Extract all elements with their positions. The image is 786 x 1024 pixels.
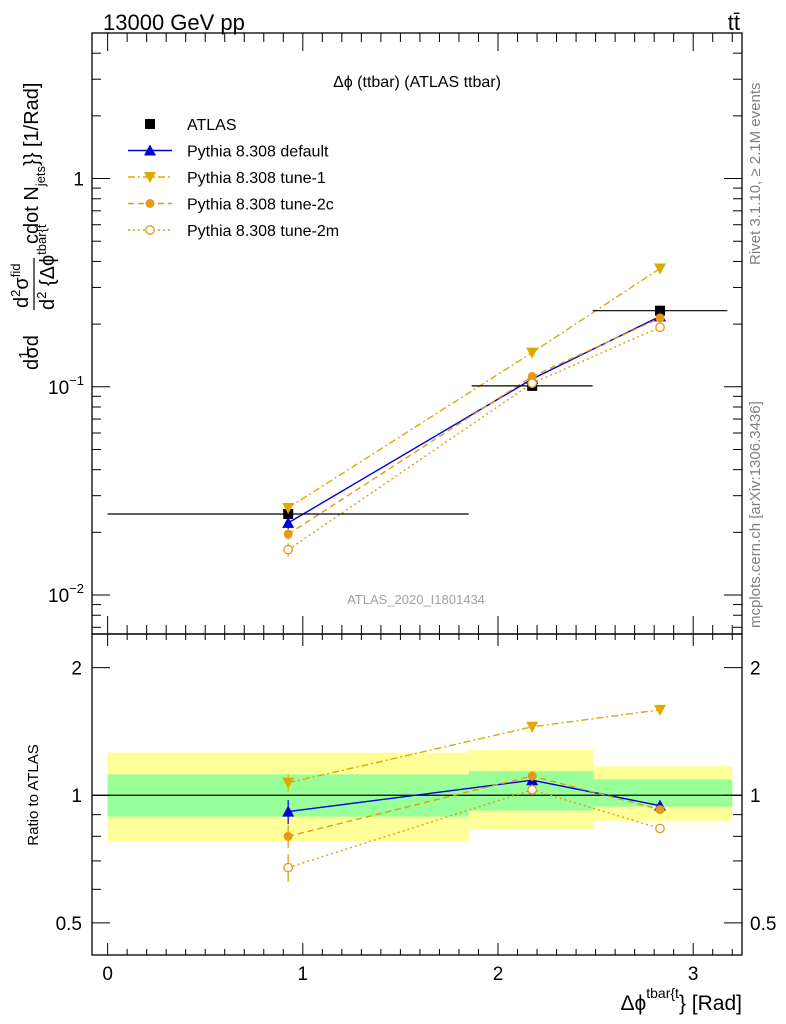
ratio-panel: 0.5 0.5 1 1 2 2 0 1 2 3 Ratio to ATLAS Δϕtbar{t}… [25, 633, 777, 1015]
x-tick-label: 2 [493, 964, 504, 985]
ratio-point [282, 805, 295, 817]
legend-marker [145, 199, 155, 208]
ratio-y-tick-label: 0.5 [56, 914, 82, 935]
data-point [283, 529, 293, 539]
legend-label: Pythia 8.308 default [187, 144, 329, 161]
ratio-point [655, 823, 665, 834]
ratio-point [654, 704, 667, 716]
legend-marker [144, 172, 156, 183]
legend-label: Pythia 8.308 tune-2c [187, 197, 334, 214]
header-energy-label: 13000 GeV pp [103, 10, 245, 35]
ratio-y-tick-label-right: 2 [750, 659, 761, 680]
ratio-point [526, 721, 539, 733]
header-process-label: tt̄ [728, 10, 740, 35]
main-axis-ticks [92, 32, 742, 634]
rivet-version-label: Rivet 3.1.10, ≥ 2.1M events [747, 83, 764, 266]
mcplots-url-label: mcplots.cern.ch [arXiv:1306.3436] [747, 401, 764, 628]
main-series-markers [107, 263, 728, 557]
ratio-point [527, 771, 537, 781]
ratio-point [283, 831, 293, 841]
x-tick-label: 1 [298, 964, 309, 985]
ratio-point [655, 805, 665, 815]
x-tick-labels: 0 1 2 3 [102, 964, 698, 985]
x-tick-label: 0 [102, 964, 113, 985]
data-point [527, 378, 538, 389]
data-point [526, 347, 539, 359]
x-axis-title: Δϕtbar{t} [Rad] [620, 985, 742, 1015]
main-y-axis-title: d1σd d2σfid d2 {Δϕtbar{t cdot Njets}} [1… [8, 83, 59, 370]
svg-text:d2σfid: d2σfid [8, 264, 33, 308]
ratio-point [527, 784, 538, 795]
data-point [655, 322, 665, 333]
ratio-axis-ticks [92, 634, 742, 955]
ratio-band-inner [593, 779, 733, 807]
legend-label: ATLAS [187, 117, 237, 134]
ratio-y-tick-labels: 0.5 0.5 1 1 2 2 [56, 659, 777, 935]
main-y-tick-label: 10−1 [48, 373, 84, 399]
legend-marker [144, 144, 156, 156]
legend-label: Pythia 8.308 tune-1 [187, 170, 326, 187]
legend-marker [145, 119, 155, 129]
ratio-frame [91, 633, 743, 956]
legend: ATLAS Pythia 8.308 default Pythia 8.308 tu… [128, 117, 339, 240]
data-point [654, 263, 667, 275]
ratio-y-tick-label: 2 [71, 659, 82, 680]
data-point [283, 544, 294, 555]
ratio-y-tick-label-right: 1 [750, 786, 761, 807]
data-point [282, 516, 295, 528]
main-y-tick-label: 1 [73, 170, 84, 191]
ratio-y-tick-label-right: 0.5 [750, 914, 776, 935]
ratio-series-markers [282, 704, 667, 882]
legend-marker [145, 225, 155, 235]
main-y-tick-label: 10−2 [48, 581, 84, 607]
data-point [655, 313, 665, 323]
data-point [282, 502, 295, 514]
main-panel: Δϕ (ttbar) (ATLAS ttbar) ATLAS_2020_I180… [8, 32, 743, 635]
data-point [527, 372, 537, 382]
svg-text:cdot Njets}} [1/Rad]: cdot Njets}} [1/Rad] [21, 83, 48, 244]
svg-text:d1σd: d1σd [16, 335, 43, 370]
data-point [283, 508, 294, 519]
main-series-line [287, 317, 661, 535]
main-plot-title: Δϕ (ttbar) (ATLAS ttbar) [333, 74, 501, 91]
ratio-point [283, 862, 294, 873]
ratio-y-axis-title: Ratio to ATLAS [25, 744, 42, 845]
main-y-tick-labels: 10−2 10−1 1 [48, 170, 84, 607]
ratio-y-tick-label: 1 [71, 786, 82, 807]
main-series-line [287, 315, 661, 524]
analysis-watermark: ATLAS_2020_I1801434 [347, 592, 485, 607]
main-series-line [287, 326, 661, 551]
ratio-point [282, 777, 295, 789]
legend-label: Pythia 8.308 tune-2m [187, 223, 339, 240]
x-tick-label: 3 [688, 964, 699, 985]
main-series-line [287, 267, 661, 509]
